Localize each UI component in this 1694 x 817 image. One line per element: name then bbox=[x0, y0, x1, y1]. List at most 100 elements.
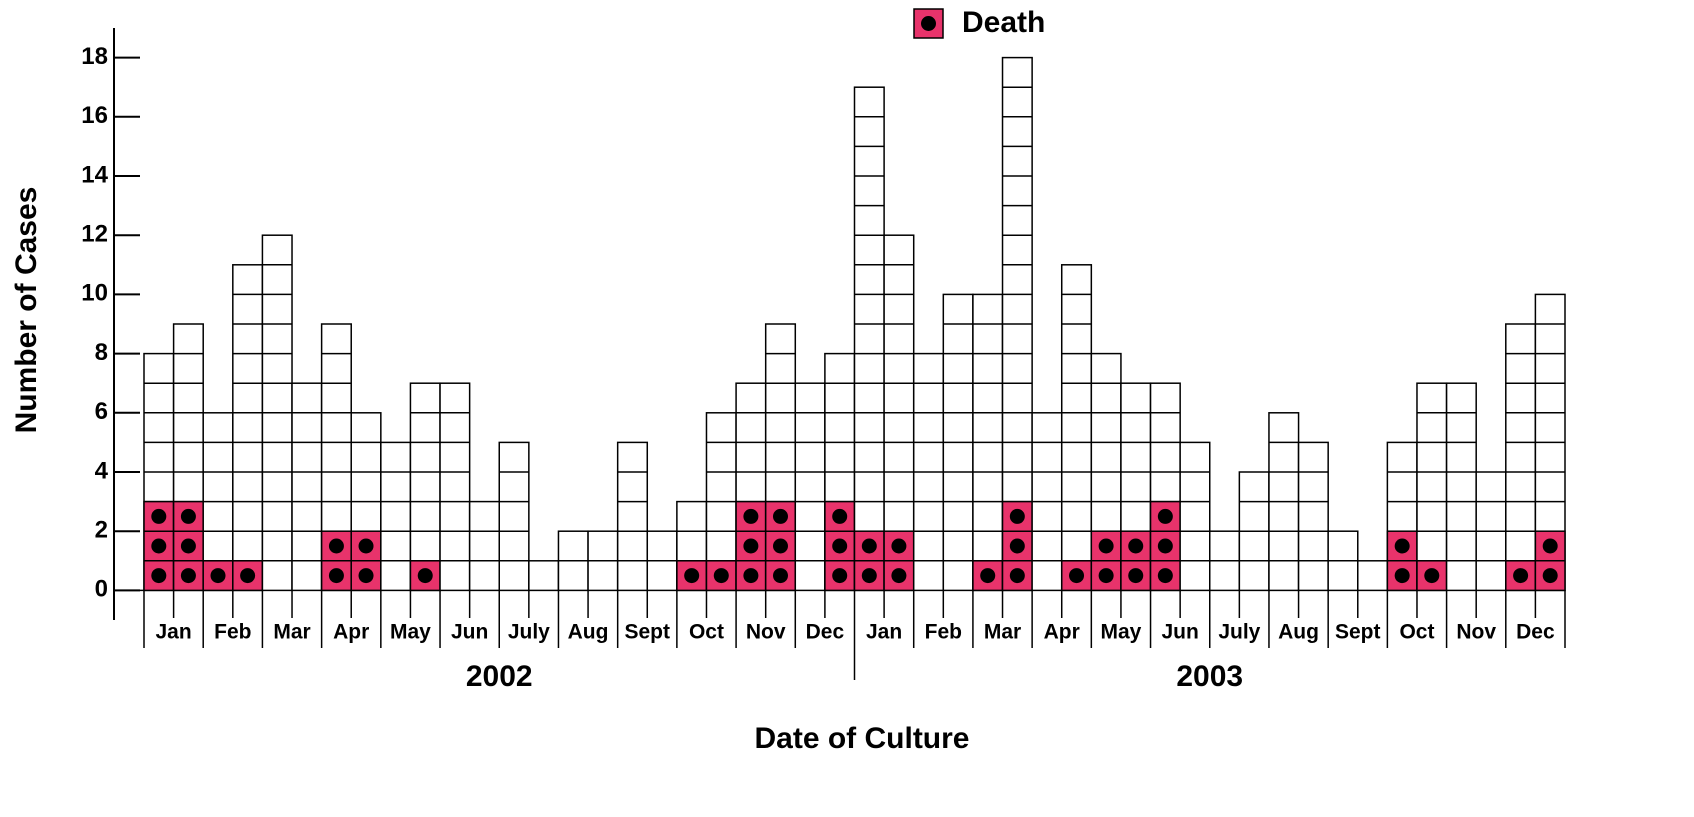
death-dot bbox=[240, 568, 256, 584]
case-column bbox=[1179, 441, 1211, 592]
month-label: May bbox=[1101, 621, 1142, 644]
month-label: Oct bbox=[689, 621, 724, 644]
death-dot bbox=[891, 538, 907, 554]
month-label: Jun bbox=[1161, 621, 1198, 644]
death-dot bbox=[1009, 568, 1025, 584]
year-label: 2002 bbox=[466, 660, 533, 693]
death-dot bbox=[743, 538, 759, 554]
month-label: July bbox=[1218, 621, 1260, 644]
case-column bbox=[616, 441, 649, 592]
case-column bbox=[528, 560, 560, 592]
month-label: Aug bbox=[1278, 621, 1319, 644]
month-label: Nov bbox=[746, 621, 786, 644]
case-column bbox=[1297, 441, 1329, 592]
death-dot bbox=[151, 538, 167, 554]
death-dot bbox=[861, 568, 877, 584]
death-dot bbox=[1009, 508, 1025, 524]
y-tick-label: 18 bbox=[81, 43, 108, 70]
death-dot bbox=[1157, 538, 1173, 554]
y-tick-label: 6 bbox=[95, 398, 108, 425]
death-dot bbox=[832, 538, 848, 554]
death-dot bbox=[358, 568, 374, 584]
death-dot bbox=[772, 508, 788, 524]
case-column bbox=[380, 441, 412, 592]
death-dot bbox=[1542, 538, 1558, 554]
legend-label: Death bbox=[962, 6, 1045, 39]
death-dot bbox=[743, 508, 759, 524]
y-tick-label: 10 bbox=[81, 280, 108, 307]
month-label: Apr bbox=[1044, 621, 1080, 644]
death-dot bbox=[1098, 568, 1114, 584]
month-label: Feb bbox=[214, 621, 251, 644]
month-label: Feb bbox=[925, 621, 962, 644]
death-dot bbox=[1069, 568, 1085, 584]
month-label: July bbox=[508, 621, 550, 644]
death-dot bbox=[180, 568, 196, 584]
month-label: Apr bbox=[333, 621, 369, 644]
case-column bbox=[409, 382, 441, 592]
death-dot bbox=[151, 508, 167, 524]
month-label: Sept bbox=[625, 621, 671, 644]
y-tick-label: 12 bbox=[81, 221, 108, 248]
death-dot bbox=[713, 568, 729, 584]
case-column bbox=[498, 441, 530, 592]
y-tick-label: 2 bbox=[95, 517, 108, 544]
case-column bbox=[1445, 382, 1477, 592]
case-column bbox=[1060, 264, 1093, 592]
death-dot bbox=[417, 568, 433, 584]
death-dot bbox=[1128, 568, 1144, 584]
death-dot bbox=[1513, 568, 1529, 584]
case-column bbox=[794, 382, 826, 592]
y-tick-label: 16 bbox=[81, 102, 108, 129]
death-dot bbox=[1424, 568, 1440, 584]
month-label: Dec bbox=[1516, 621, 1555, 644]
death-dot bbox=[980, 568, 996, 584]
death-dot bbox=[743, 568, 759, 584]
death-dot bbox=[151, 568, 167, 584]
death-dot bbox=[1394, 538, 1410, 554]
death-dot bbox=[1009, 538, 1025, 554]
month-label: Mar bbox=[273, 621, 310, 644]
month-label: Jun bbox=[451, 621, 488, 644]
death-dot bbox=[210, 568, 226, 584]
death-dot bbox=[1394, 568, 1410, 584]
month-label: Jan bbox=[156, 621, 192, 644]
death-dot bbox=[1128, 538, 1144, 554]
death-dot bbox=[684, 568, 700, 584]
y-tick-label: 0 bbox=[95, 576, 108, 603]
y-axis-title: Number of Cases bbox=[10, 187, 43, 434]
death-dot bbox=[1157, 568, 1173, 584]
month-label: Oct bbox=[1399, 621, 1434, 644]
legend-swatch bbox=[913, 8, 944, 39]
case-column bbox=[1416, 382, 1448, 592]
x-axis-title: Date of Culture bbox=[754, 722, 969, 755]
death-dot bbox=[772, 568, 788, 584]
death-dot bbox=[772, 538, 788, 554]
case-column bbox=[291, 382, 323, 592]
case-column bbox=[439, 382, 471, 592]
month-label: May bbox=[390, 621, 431, 644]
death-dot bbox=[180, 538, 196, 554]
death-dot bbox=[1098, 538, 1114, 554]
death-dot bbox=[832, 508, 848, 524]
death-dot bbox=[328, 568, 344, 584]
death-dot bbox=[861, 538, 877, 554]
month-label: Mar bbox=[984, 621, 1021, 644]
y-tick-label: 4 bbox=[95, 457, 109, 484]
case-column bbox=[1505, 323, 1537, 592]
death-dot bbox=[358, 538, 374, 554]
month-label: Jan bbox=[866, 621, 902, 644]
death-dot bbox=[891, 568, 907, 584]
month-label: Sept bbox=[1335, 621, 1381, 644]
death-dot bbox=[180, 508, 196, 524]
case-column bbox=[1357, 560, 1389, 592]
year-label: 2003 bbox=[1176, 660, 1243, 693]
month-label: Dec bbox=[806, 621, 845, 644]
legend-dot bbox=[921, 16, 936, 31]
death-dot bbox=[1157, 508, 1173, 524]
month-label: Nov bbox=[1456, 621, 1496, 644]
death-dot bbox=[1542, 568, 1558, 584]
y-tick-label: 8 bbox=[95, 339, 108, 366]
case-column bbox=[853, 86, 885, 592]
